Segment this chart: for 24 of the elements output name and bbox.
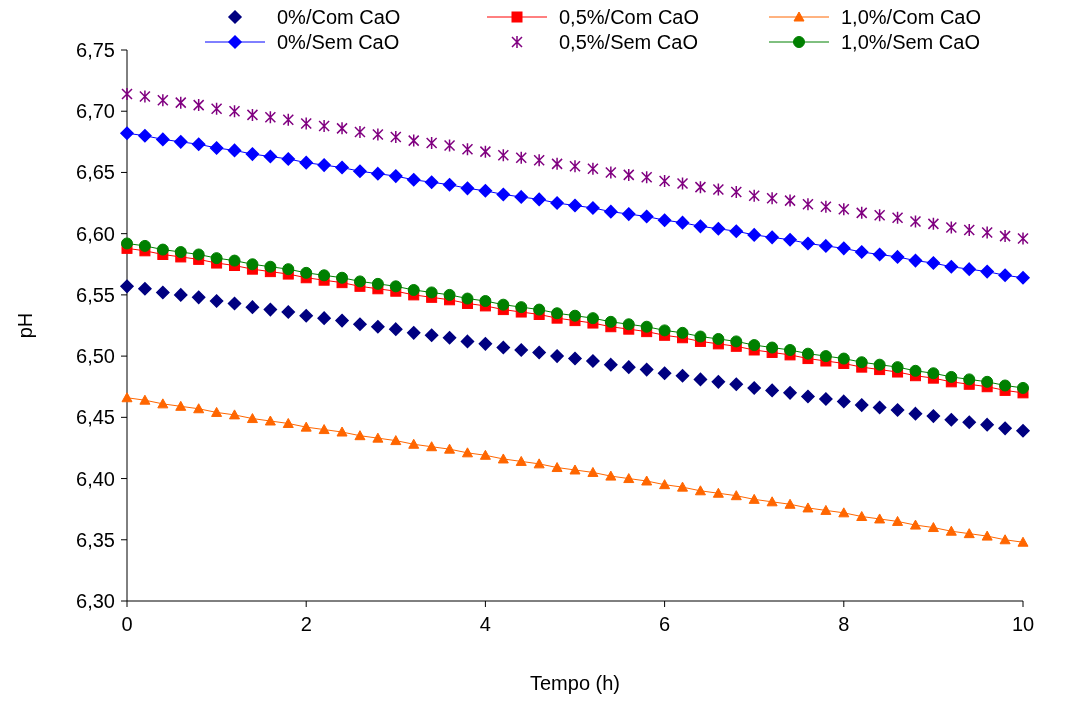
y-tick-label: 6,55 — [76, 283, 115, 306]
y-tick-label: 6,30 — [76, 590, 115, 612]
x-tick-label: 2 — [300, 613, 312, 635]
y-tick-label: 6,45 — [76, 406, 115, 429]
legend-label: 0,5%/Com CaO — [559, 6, 700, 28]
legend-label: 0,5%/Sem CaO — [559, 31, 698, 53]
legend-label: 1,0%/Com CaO — [841, 6, 982, 28]
x-tick-label: 10 — [1011, 613, 1035, 635]
x-tick-label: 6 — [659, 613, 671, 635]
y-tick-label: 6,60 — [76, 222, 115, 245]
y-tick-label: 6,70 — [76, 100, 115, 123]
y-axis-title: pH — [14, 312, 36, 339]
y-tick-label: 6,40 — [76, 467, 115, 490]
legend-label: 0%/Sem CaO — [277, 31, 400, 53]
y-tick-label: 6,65 — [76, 161, 115, 184]
y-tick-label: 6,75 — [76, 39, 115, 61]
legend-label: 1,0%/Sem CaO — [841, 31, 980, 53]
legend-label: 0%/Com CaO — [277, 6, 401, 28]
x-axis-title: Tempo (h) — [529, 672, 621, 694]
y-tick-label: 6,50 — [76, 345, 115, 368]
x-tick-label: 8 — [838, 613, 850, 635]
x-tick-label: 0 — [121, 613, 133, 635]
y-tick-label: 6,35 — [76, 528, 115, 551]
x-tick-label: 4 — [479, 613, 491, 635]
